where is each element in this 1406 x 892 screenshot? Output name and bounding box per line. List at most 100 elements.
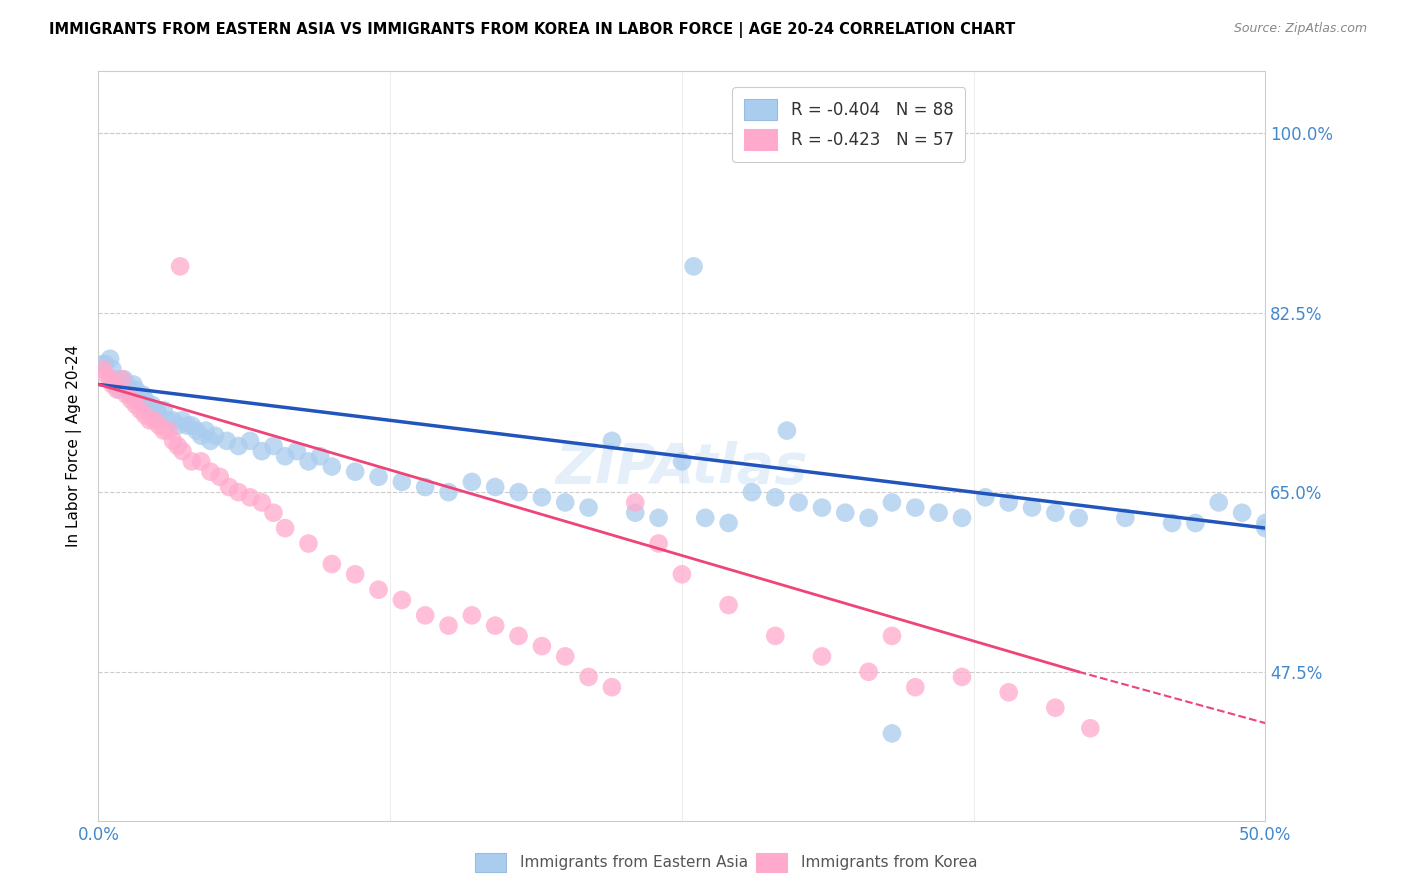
Point (208, 470, 231, 484)
Point (950, 670, 973, 684)
Point (129, 403, 152, 417)
Point (787, 495, 810, 509)
Point (997, 685, 1019, 699)
Point (600, 434, 623, 448)
Point (776, 424, 799, 438)
Point (717, 598, 740, 612)
Point (146, 403, 169, 417)
Point (1045, 506, 1067, 520)
Point (180, 418, 202, 433)
Point (1021, 500, 1043, 515)
Point (262, 506, 284, 520)
Point (508, 485, 530, 500)
Point (285, 444, 308, 458)
Point (578, 500, 600, 515)
Point (162, 434, 184, 448)
Point (104, 372, 127, 386)
Text: ZIPAtlas: ZIPAtlas (555, 442, 808, 495)
Point (834, 506, 856, 520)
Point (763, 629, 786, 643)
Point (297, 454, 319, 468)
Point (858, 511, 880, 525)
Point (166, 439, 188, 453)
Point (717, 516, 740, 530)
Point (166, 418, 188, 433)
Point (239, 491, 262, 505)
Point (134, 392, 156, 407)
Point (858, 665, 880, 679)
Point (215, 434, 238, 448)
Point (1208, 495, 1230, 509)
Point (880, 726, 903, 740)
Point (139, 403, 162, 417)
Point (1184, 516, 1206, 530)
Point (880, 629, 903, 643)
Point (695, 511, 717, 525)
Point (228, 439, 250, 453)
Point (1254, 521, 1277, 535)
Point (624, 506, 647, 520)
Point (129, 392, 152, 407)
Text: Immigrants from Eastern Asia: Immigrants from Eastern Asia (520, 855, 748, 870)
Point (143, 403, 166, 417)
Point (508, 629, 530, 643)
Point (321, 459, 343, 474)
Point (763, 491, 786, 505)
Point (413, 608, 436, 623)
Point (194, 424, 217, 438)
Point (139, 413, 162, 427)
Point (204, 428, 226, 442)
Point (190, 454, 212, 468)
Point (134, 408, 156, 422)
Point (671, 454, 693, 468)
Point (880, 495, 903, 509)
Point (91, 357, 114, 371)
Point (974, 491, 997, 505)
Point (101, 377, 124, 392)
Point (1045, 700, 1067, 714)
Point (554, 495, 576, 509)
Point (811, 649, 834, 664)
Point (647, 536, 669, 550)
Y-axis label: In Labor Force | Age 20-24: In Labor Force | Age 20-24 (66, 345, 83, 547)
Point (111, 372, 134, 386)
Point (200, 465, 222, 479)
Point (152, 424, 174, 438)
Point (274, 521, 297, 535)
Point (367, 582, 389, 597)
Point (115, 387, 138, 401)
Point (105, 377, 128, 392)
Point (218, 480, 240, 494)
Point (98, 351, 121, 366)
Point (647, 511, 669, 525)
Point (344, 465, 367, 479)
Point (118, 383, 141, 397)
Point (1254, 516, 1277, 530)
Point (105, 383, 128, 397)
Point (148, 418, 170, 433)
Point (94, 357, 117, 371)
Point (297, 536, 319, 550)
Point (530, 639, 553, 653)
Point (1067, 511, 1090, 525)
Point (115, 377, 138, 392)
Point (682, 260, 704, 274)
Point (250, 444, 273, 458)
Point (111, 372, 134, 386)
Point (125, 398, 148, 412)
Point (169, 260, 191, 274)
Point (250, 495, 273, 509)
Point (108, 383, 131, 397)
Point (91, 362, 114, 376)
Point (578, 670, 600, 684)
Point (228, 485, 250, 500)
Point (811, 500, 834, 515)
Point (112, 372, 135, 386)
Text: Immigrants from Korea: Immigrants from Korea (801, 855, 979, 870)
Point (98, 372, 121, 386)
Point (741, 485, 763, 500)
Text: Source: ZipAtlas.com: Source: ZipAtlas.com (1233, 22, 1367, 36)
Point (624, 495, 647, 509)
Point (190, 428, 212, 442)
Point (530, 491, 553, 505)
